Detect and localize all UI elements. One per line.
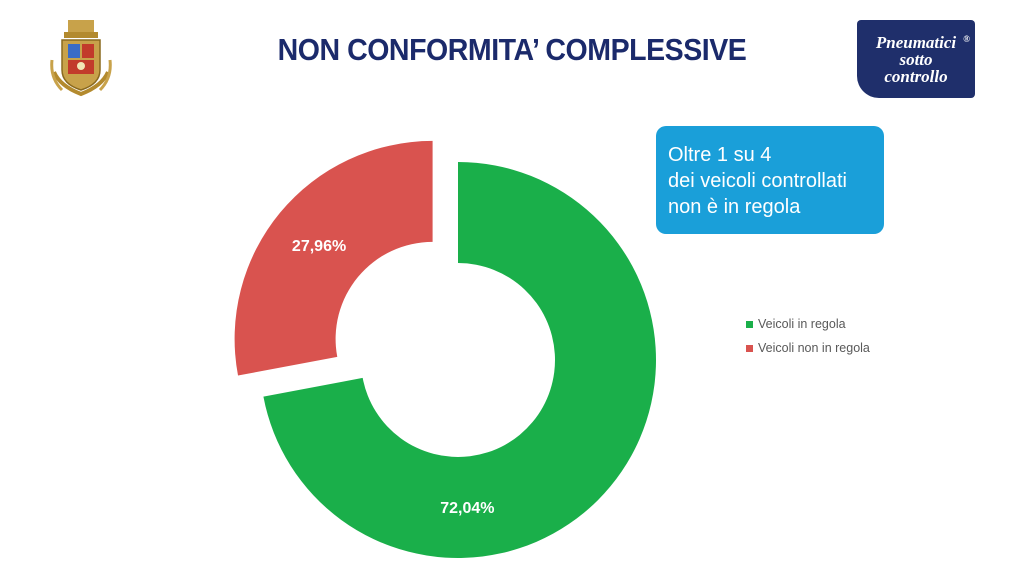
callout-line-3: non è in regola (668, 196, 801, 218)
logo-line-1: Pneumatici (875, 33, 957, 52)
chart-legend: Veicoli in regola Veicoli non in regola (746, 312, 870, 360)
logo-line-3: controllo (884, 67, 948, 86)
callout-line-1: Oltre 1 su 4 (668, 144, 772, 166)
police-emblem-icon (50, 20, 112, 97)
registered-mark: ® (963, 34, 970, 44)
page-title: NON CONFORMITA’ COMPLESSIVE (277, 32, 747, 67)
slice-veicoli-in-regola (263, 162, 656, 559)
legend-item: Veicoli in regola (746, 312, 870, 336)
legend-swatch (746, 344, 753, 352)
slice-veicoli-non-in-regola (234, 140, 433, 376)
logo-line-2: sotto (899, 50, 933, 69)
data-label: 72,04% (440, 500, 494, 517)
legend-swatch (746, 320, 753, 328)
police-emblem (50, 20, 112, 100)
data-label: 27,96% (292, 238, 346, 255)
legend-item: Veicoli non in regola (746, 336, 870, 360)
legend-label: Veicoli non in regola (758, 341, 870, 355)
callout-line-2: dei veicoli controllati (668, 170, 847, 192)
callout-box: Oltre 1 su 4 dei veicoli controllati non… (656, 126, 884, 234)
legend-label: Veicoli in regola (758, 317, 846, 331)
brand-logo: Pneumatici sotto controllo ® (857, 20, 975, 98)
